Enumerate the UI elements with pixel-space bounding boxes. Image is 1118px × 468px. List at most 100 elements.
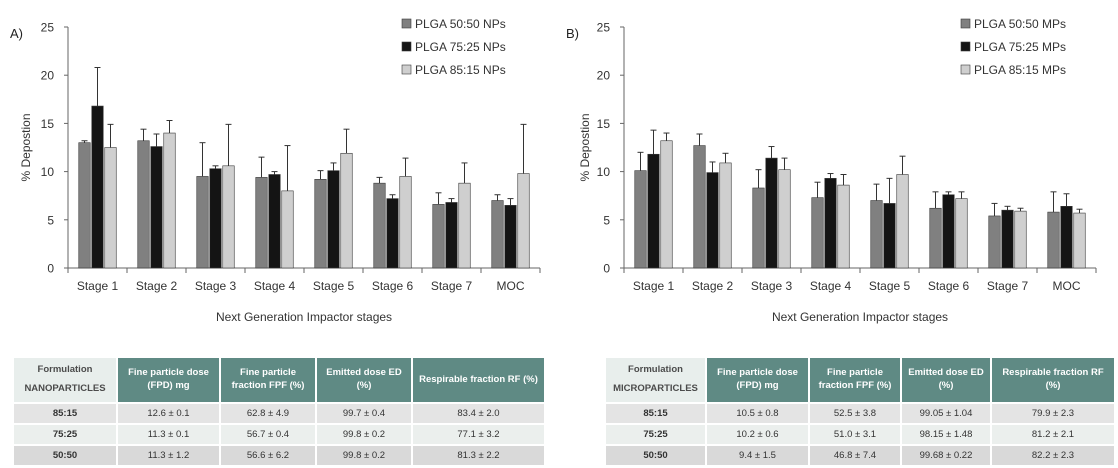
chart-a-x-tick-label: MOC — [497, 279, 525, 293]
fpd-header: Fine particle dose (FPD) mg — [117, 358, 221, 403]
chart-b-legend-swatch — [960, 64, 971, 75]
chart-a-bar — [445, 202, 458, 269]
ed-cell: 98.15 ± 1.48 — [901, 423, 992, 445]
ed-cell: 99.7 ± 0.4 — [316, 402, 413, 424]
chart-b-y-tick-label: 10 — [597, 165, 611, 179]
ed-header: Emitted dose ED (%) — [316, 358, 413, 403]
chart-b-legend-label: PLGA 75:25 MPs — [974, 40, 1066, 54]
rf-header: Respirable fraction RF (%) — [991, 358, 1114, 403]
chart-a-bar — [491, 200, 504, 269]
fpd-cell: 12.6 ± 0.1 — [117, 402, 221, 424]
table-header-row: Formulation MICROPARTICLES Fine particle… — [606, 358, 1114, 403]
chart-a-x-tick-label: Stage 3 — [195, 279, 237, 293]
chart-b-bar — [942, 194, 955, 269]
table-row: 50:50 11.3 ± 1.2 56.6 ± 6.2 99.8 ± 0.2 8… — [14, 444, 544, 465]
chart-b-y-tick-label: 15 — [597, 117, 611, 131]
rf-cell: 79.9 ± 2.3 — [991, 402, 1114, 424]
formulation-header: Formulation MICROPARTICLES — [606, 358, 707, 403]
chart-b-y-tick-label: 20 — [597, 69, 611, 83]
chart-a-bar — [150, 146, 163, 269]
chart-b-legend-swatch — [960, 41, 971, 52]
table-row: 50:50 9.4 ± 1.5 46.8 ± 7.4 99.68 ± 0.22 … — [606, 444, 1114, 465]
chart-a-bar — [314, 179, 327, 269]
chart-b-bar — [765, 157, 778, 269]
fpf-cell: 52.5 ± 3.8 — [809, 402, 902, 424]
chart-b-bar — [1073, 212, 1086, 269]
chart-a-bar — [432, 204, 445, 269]
chart-b-x-tick-label: Stage 5 — [869, 279, 911, 293]
chart-b-bar — [719, 162, 732, 269]
chart-a-bar — [386, 198, 399, 269]
ed-cell: 99.8 ± 0.2 — [316, 444, 413, 465]
formulation-header-label: Formulation — [37, 364, 93, 376]
chart-b-x-tick-label: Stage 6 — [928, 279, 970, 293]
chart-a-y-tick-label: 5 — [47, 213, 54, 227]
table-row: 75:25 11.3 ± 0.1 56.7 ± 0.4 99.8 ± 0.2 7… — [14, 423, 544, 445]
chart-b-bar — [824, 178, 837, 269]
chart-b-bar — [929, 207, 942, 269]
chart-a-x-tick-label: Stage 2 — [136, 279, 178, 293]
fpd-header: Fine particle dose (FPD) mg — [706, 358, 810, 403]
chart-b-bar — [837, 184, 850, 269]
chart-b-y-axis-title: % Depostion — [578, 113, 592, 181]
formulation-cell: 85:15 — [14, 402, 118, 424]
fpf-cell: 46.8 ± 7.4 — [809, 444, 902, 465]
chart-a-bar — [222, 165, 235, 269]
chart-a-y-tick-label: 10 — [41, 165, 55, 179]
fpf-cell: 56.6 ± 6.2 — [220, 444, 317, 465]
formulation-cell: 85:15 — [606, 402, 707, 424]
chart-b-bar — [1001, 209, 1014, 269]
chart-b-x-tick-label: Stage 4 — [810, 279, 852, 293]
chart-a-legend-swatch — [401, 64, 412, 75]
charts-figure: A) 0 5 10 15 20 25 % Depostion Stage 1 Stage 2 Sta… — [10, 17, 1097, 324]
chart-b-x-tick-label: MOC — [1053, 279, 1081, 293]
chart-a-bar — [104, 147, 117, 269]
chart-b-bar — [883, 203, 896, 269]
chart-b-y-tick-label: 25 — [597, 21, 611, 35]
ed-cell: 99.05 ± 1.04 — [901, 402, 992, 424]
formulation-header: Formulation NANOPARTICLES — [14, 358, 118, 403]
fpd-cell: 11.3 ± 1.2 — [117, 444, 221, 465]
chart-b-bar — [1014, 210, 1027, 269]
chart-a-y-tick-label: 15 — [41, 117, 55, 131]
table-row: 85:15 12.6 ± 0.1 62.8 ± 4.9 99.7 ± 0.4 8… — [14, 402, 544, 424]
table-header-row: Formulation NANOPARTICLES Fine particle … — [14, 358, 544, 403]
formulation-cell: 50:50 — [14, 444, 118, 465]
chart-b-bar — [1060, 206, 1073, 269]
chart-b-bar — [955, 198, 968, 269]
chart-b-bar — [778, 169, 791, 269]
fpf-cell: 56.7 ± 0.4 — [220, 423, 317, 445]
fpf-cell: 51.0 ± 3.1 — [809, 423, 902, 445]
chart-a-x-tick-label: Stage 4 — [254, 279, 296, 293]
chart-b-y-tick-label: 0 — [603, 262, 610, 276]
ed-header: Emitted dose ED (%) — [901, 358, 992, 403]
chart-a-bar — [327, 170, 340, 269]
chart-a-bar — [137, 140, 150, 269]
chart-a-bar — [268, 174, 281, 269]
chart-b-bar — [1047, 211, 1060, 269]
chart-a-y-tick-label: 0 — [47, 262, 54, 276]
chart-b-bar — [870, 200, 883, 269]
chart-a-x-tick-label: Stage 1 — [77, 279, 119, 293]
formulation-cell: 75:25 — [606, 423, 707, 445]
formulation-type-label: NANOPARTICLES — [24, 383, 106, 394]
rf-cell: 81.3 ± 2.2 — [412, 444, 544, 465]
chart-a-bar — [91, 105, 104, 269]
formulation-cell: 50:50 — [606, 444, 707, 465]
chart-b-bar — [706, 172, 719, 269]
chart-a-bar — [458, 182, 471, 269]
fpd-cell: 10.5 ± 0.8 — [706, 402, 810, 424]
formulation-cell: 75:25 — [14, 423, 118, 445]
chart-a-bar — [78, 142, 91, 269]
formulation-type-label: MICROPARTICLES — [613, 383, 698, 394]
chart-b-bar — [896, 174, 909, 269]
chart-b-bar — [693, 145, 706, 269]
chart-b-x-axis-title: Next Generation Impactor stages — [772, 310, 948, 324]
chart-a-y-tick-label: 20 — [41, 69, 55, 83]
chart-a-y-axis-title: % Depostion — [19, 113, 33, 181]
microparticles-table: Formulation MICROPARTICLES Fine particle… — [606, 358, 1114, 465]
nanoparticles-table: Formulation NANOPARTICLES Fine particle … — [14, 358, 544, 465]
fpf-header: Fine particle fraction FPF (%) — [220, 358, 317, 403]
chart-a-bar — [209, 168, 222, 269]
chart-a-x-tick-label: Stage 7 — [431, 279, 473, 293]
